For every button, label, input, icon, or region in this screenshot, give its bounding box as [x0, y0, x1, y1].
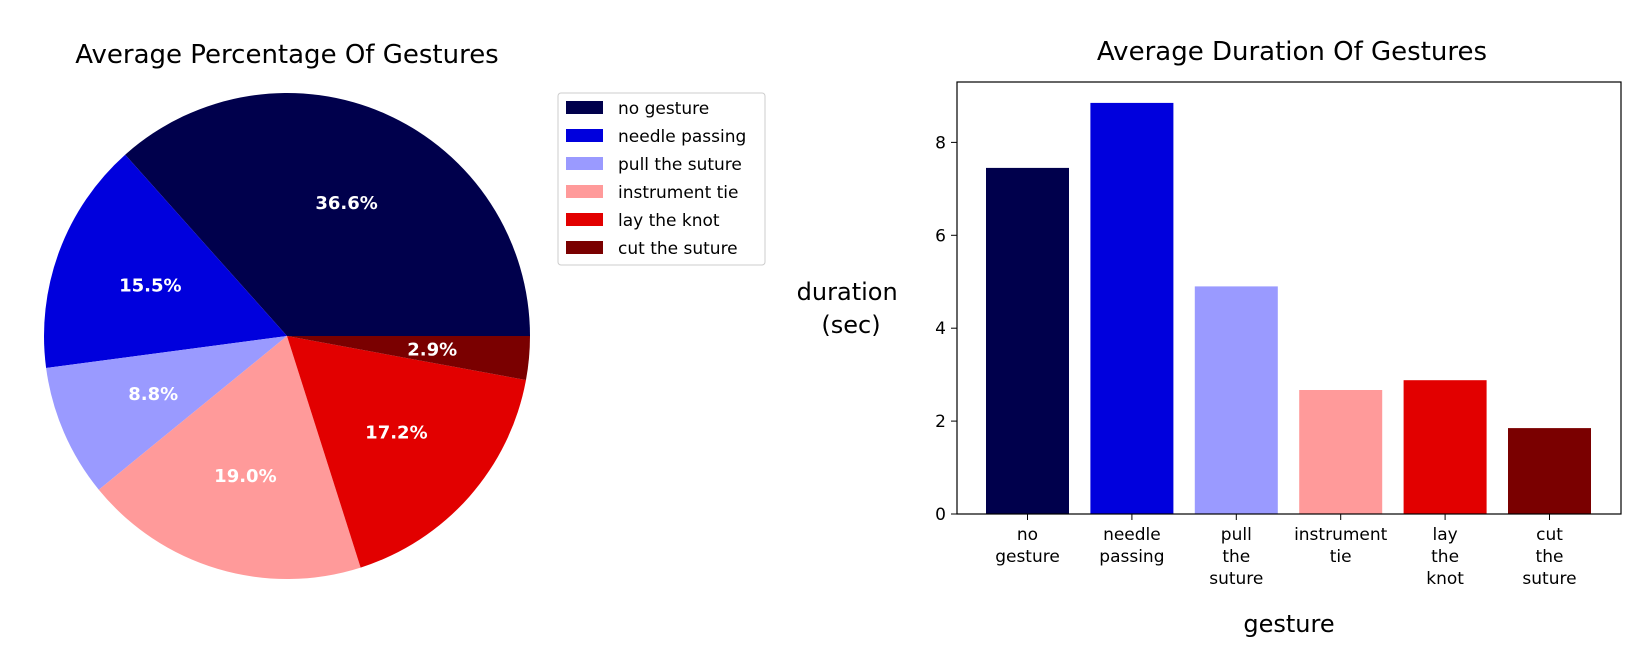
pie-slice [287, 336, 526, 568]
pie-chart-title: Average Percentage Of Gestures [75, 40, 498, 70]
legend-entry-label: pull the suture [618, 155, 742, 175]
bar [986, 167, 1069, 514]
y-tick-label: 8 [935, 133, 946, 153]
legend-swatch [566, 241, 603, 254]
x-tick-label-line: cut [1536, 525, 1563, 545]
x-tick-label: instrument tie [1294, 525, 1388, 567]
pie-value-label: 17.2% [365, 422, 427, 443]
legend-entry-label: instrument tie [618, 183, 739, 203]
x-tick-label: pull the suture [1209, 525, 1263, 589]
legend-swatch [566, 157, 603, 170]
bar [1403, 380, 1487, 514]
pie-value-label: 8.8% [128, 384, 178, 405]
legend-swatch [566, 129, 603, 142]
pie-chart: Average Percentage Of Gestures 36.6% 15.5… [43, 40, 530, 579]
legend-swatch [566, 185, 603, 198]
x-tick-label: needle passing [1099, 525, 1164, 567]
pie-slice [287, 336, 530, 381]
pie-slices [43, 93, 530, 579]
x-tick-label-line: tie [1330, 547, 1352, 567]
x-tick-label: no gesture [995, 525, 1060, 567]
x-tick-label-line: pull [1221, 525, 1252, 545]
bar [1299, 390, 1383, 514]
bar-chart-title: Average Duration Of Gestures [1097, 37, 1487, 67]
bar [1508, 428, 1591, 514]
x-tick-label-line: lay [1432, 525, 1457, 545]
y-axis-label-line: duration [797, 278, 898, 306]
pie-value-label: 15.5% [119, 275, 181, 296]
y-axis-label-line: (sec) [821, 311, 880, 339]
x-tick-label-line: suture [1522, 569, 1576, 589]
x-tick-label-line: suture [1209, 569, 1263, 589]
pie-legend: no gesture needle passing pull the suture i… [557, 92, 766, 266]
x-tick-label: cut the suture [1522, 525, 1576, 589]
pie-value-labels: 36.6% 15.5% 8.8% 19.0% 17.2% 2.9% [119, 193, 457, 487]
y-tick-label: 6 [935, 226, 946, 246]
pie-value-label: 2.9% [407, 339, 457, 360]
x-tick-label: lay the knot [1426, 525, 1464, 589]
x-tick-label-line: the [1222, 547, 1250, 567]
x-tick-label-line: instrument [1294, 525, 1388, 545]
pie-slice [125, 93, 530, 336]
bars [986, 102, 1591, 515]
legend-entry-label: lay the knot [618, 211, 720, 231]
x-tick-label-line: needle [1103, 525, 1161, 545]
y-tick-label: 2 [935, 412, 946, 432]
x-tick-label-line: knot [1426, 569, 1464, 589]
legend-entry-label: cut the suture [618, 239, 738, 259]
bar [1194, 286, 1278, 514]
x-tick-label-line: no [1017, 525, 1038, 545]
pie-value-label: 36.6% [315, 193, 377, 214]
x-axis-label: gesture [1243, 610, 1334, 638]
pie-slice [98, 336, 361, 579]
x-tick-label-line: passing [1099, 547, 1164, 567]
bar-plot-frame [956, 81, 1622, 515]
legend-entries: no gesture needle passing pull the suture i… [566, 99, 746, 259]
legend-entry-label: needle passing [618, 127, 746, 147]
y-tick-label: 0 [935, 505, 946, 525]
pie-slice [43, 154, 288, 368]
x-tick-label-line: gesture [995, 547, 1060, 567]
legend-frame [557, 92, 766, 266]
y-axis-label: duration (sec) [797, 278, 906, 339]
pie-slice [46, 336, 287, 490]
x-tick-label-line: the [1431, 547, 1459, 567]
x-tick-label-line: the [1536, 547, 1564, 567]
y-axis-ticks: 0 2 4 6 8 [935, 133, 957, 525]
bar [1090, 102, 1174, 515]
pie-value-label: 19.0% [214, 466, 276, 487]
legend-entry-label: no gesture [618, 99, 709, 119]
legend-swatch [566, 213, 603, 226]
y-tick-label: 4 [935, 319, 946, 339]
legend-swatch [566, 101, 603, 114]
